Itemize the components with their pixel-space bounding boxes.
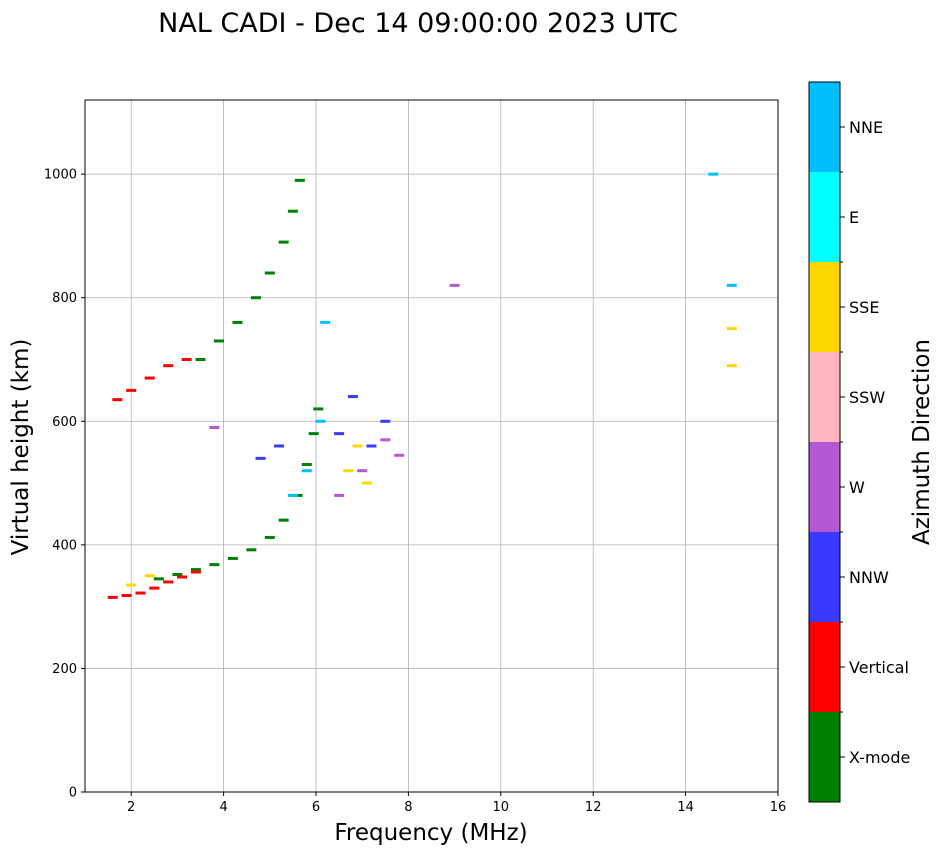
colorbar-tick-label: W [849,478,865,497]
data-point-x-mode [278,518,289,522]
data-point-vertical [144,376,155,380]
data-point-vertical [149,586,160,590]
data-point-vertical [107,595,118,599]
data-point-nne [287,493,298,497]
data-point-vertical [190,570,201,574]
data-point-sse [726,364,737,368]
data-point-x-mode [153,577,164,581]
x-tick-label: 6 [312,800,320,815]
data-point-x-mode [190,568,201,572]
x-tick-label: 8 [404,800,412,815]
data-point-x-mode [195,358,206,361]
colorbar-segment-w [809,442,840,532]
data-point-nne [320,320,331,324]
colorbar-segment-ssw [809,352,840,442]
colorbar-tick-label: Vertical [849,658,909,677]
data-point-sse [144,574,155,578]
data-point-vertical [135,591,146,595]
y-axis-label: Virtual height (km) [8,339,34,556]
x-tick-label: 10 [493,800,510,815]
colorbar-tick-label: NNW [849,568,889,587]
colorbar-tick-label: NNE [849,118,883,137]
data-point-vertical [163,580,174,584]
data-point-vertical [126,388,137,392]
data-point-nne [301,469,312,473]
colorbar: X-mode Vertical NNW W SSW SSE E NNE [809,82,910,802]
colorbar-segment-nne [809,82,840,172]
data-point-vertical [163,364,174,368]
data-point-x-mode [232,320,243,324]
data-point-x-mode [250,296,261,300]
y-tick-label: 1000 [44,168,77,183]
data-point-w [394,453,405,457]
data-point-nne [315,419,326,423]
colorbar-segment-x-mode [809,712,840,802]
colorbar-label: Azimuth Direction [909,339,935,545]
data-points [107,172,737,599]
data-point-w [449,283,460,287]
data-point-nnw [366,444,377,448]
data-point-nnw [347,395,358,399]
data-point-vertical [112,398,123,402]
data-point-nne [726,283,737,287]
data-point-vertical [181,358,192,361]
data-point-sse [361,481,372,485]
colorbar-segment-vertical [809,622,840,712]
data-point-vertical [121,594,132,598]
y-tick-label: 800 [52,291,77,306]
colorbar-segment-sse [809,262,840,352]
y-axis-ticks: 0 200 400 600 800 1000 [44,168,85,801]
y-tick-label: 600 [52,415,77,430]
data-point-x-mode [209,563,220,567]
data-point-sse [726,327,737,331]
data-point-sse [352,444,363,448]
colorbar-tick-label: SSW [849,388,885,407]
data-point-vertical [177,575,188,579]
y-tick-label: 400 [52,538,77,553]
data-point-nnw [380,419,391,423]
data-point-nnw [255,456,266,460]
colorbar-tick-label: SSE [849,298,879,317]
data-point-x-mode [264,535,275,539]
data-point-nne [708,172,719,176]
colorbar-segment-nnw [809,532,840,622]
data-point-x-mode [227,556,238,560]
y-tick-label: 0 [69,786,77,801]
x-tick-label: 12 [585,800,602,815]
x-axis-label: Frequency (MHz) [334,820,527,846]
data-point-w [334,493,345,497]
data-point-w [357,469,368,473]
data-point-x-mode [313,407,324,411]
data-point-w [209,425,220,429]
data-point-nnw [274,444,285,448]
x-tick-label: 16 [770,800,787,815]
data-point-x-mode [308,432,319,436]
plot-frame [84,99,779,793]
chart-title: NAL CADI - Dec 14 09:00:00 2023 UTC [158,8,678,39]
data-point-x-mode [264,271,275,275]
data-point-nnw [334,432,345,436]
x-tick-label: 4 [219,800,227,815]
y-tick-label: 200 [52,662,77,677]
data-point-w [380,438,391,442]
colorbar-frame [808,81,841,803]
data-point-x-mode [246,548,257,552]
colorbar-tick-label: E [849,208,859,227]
data-point-x-mode [294,178,305,182]
data-point-x-mode [301,463,312,467]
data-point-sse [126,583,137,587]
data-point-sse [343,469,354,473]
colorbar-segment-e [809,172,840,262]
colorbar-tick-label: X-mode [849,748,910,767]
x-tick-label: 2 [127,800,135,815]
x-axis-ticks: 2 4 6 8 10 12 14 16 [127,792,786,815]
data-point-x-mode [172,573,183,577]
x-tick-label: 14 [677,800,694,815]
data-point-x-mode [213,339,224,343]
data-point-x-mode [287,209,298,213]
grid-lines [85,100,779,793]
data-point-x-mode [278,240,289,244]
